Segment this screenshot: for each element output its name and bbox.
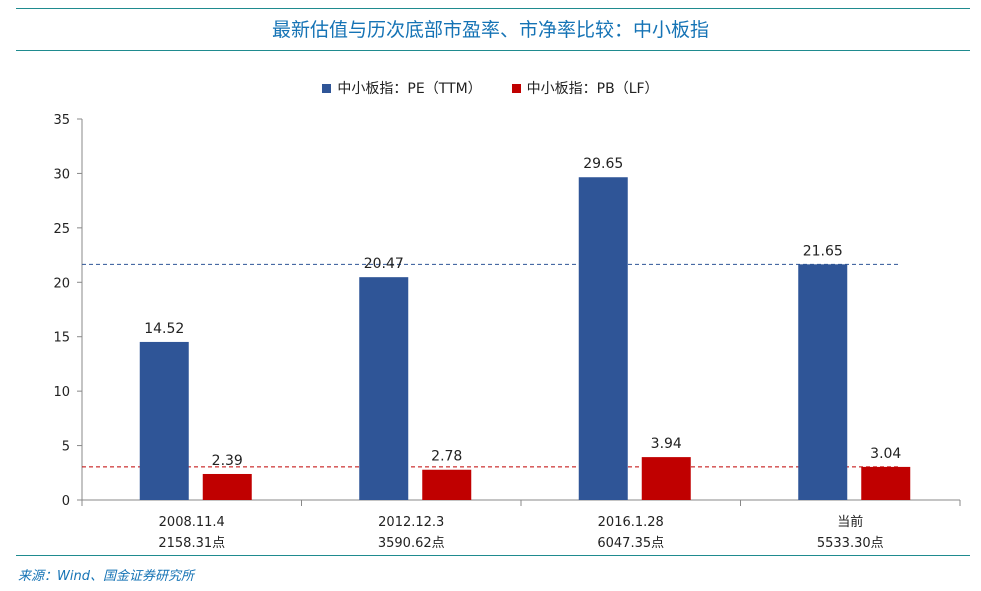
footer-divider [16, 555, 970, 556]
legend-item-pe: 中小板指：PE（TTM） [322, 78, 482, 98]
source-note: 来源：Wind、国金证券研究所 [18, 569, 194, 584]
data-label-pe-2: 29.65 [583, 156, 623, 172]
legend: 中小板指：PE（TTM） 中小板指：PB（LF） [0, 78, 981, 98]
y-tick-label: 10 [53, 385, 70, 400]
legend-swatch-pb [511, 83, 521, 93]
y-tick-label: 25 [53, 222, 70, 237]
data-label-pb-3: 3.04 [870, 446, 901, 462]
bar-pe-3 [798, 264, 848, 500]
bar-pb-2 [641, 457, 691, 500]
bar-pb-0 [202, 473, 252, 500]
y-tick-label: 0 [62, 494, 70, 509]
bar-pe-2 [578, 177, 628, 500]
bar-pb-3 [861, 466, 911, 500]
bar-pe-1 [359, 277, 409, 500]
legend-swatch-pe [322, 83, 332, 93]
top-rule [16, 8, 970, 9]
data-label-pe-3: 21.65 [803, 243, 843, 259]
legend-label-pb: 中小板指：PB（LF） [526, 81, 659, 97]
legend-label-pe: 中小板指：PE（TTM） [337, 81, 482, 97]
legend-item-pb: 中小板指：PB（LF） [511, 78, 659, 98]
x-tick-label-index: 3590.62点 [378, 536, 445, 551]
y-tick-label: 35 [53, 113, 70, 128]
bar-pe-0 [139, 341, 189, 500]
x-tick-label-date: 2012.12.3 [378, 515, 444, 530]
chart-title: 最新估值与历次底部市盈率、市净率比较：中小板指 [271, 19, 709, 41]
x-tick-label-index: 6047.35点 [597, 536, 664, 551]
data-label-pb-1: 2.78 [431, 449, 462, 465]
x-tick-label-date: 2008.11.4 [159, 515, 225, 530]
data-label-pb-2: 3.94 [651, 436, 682, 452]
y-tick-label: 30 [53, 167, 70, 182]
data-label-pe-1: 20.47 [364, 256, 404, 272]
x-tick-label-index: 5533.30点 [817, 536, 884, 551]
y-tick-label: 15 [53, 331, 70, 346]
x-tick-label-index: 2158.31点 [158, 536, 225, 551]
bar-pb-1 [422, 469, 472, 500]
x-tick-label-date: 当前 [837, 514, 863, 530]
data-label-pb-0: 2.39 [212, 453, 243, 469]
y-tick-label: 20 [53, 276, 70, 291]
data-label-pe-0: 14.52 [144, 321, 184, 337]
y-tick-label: 5 [62, 440, 70, 455]
title-divider [16, 50, 970, 51]
x-tick-label-date: 2016.1.28 [598, 515, 664, 530]
